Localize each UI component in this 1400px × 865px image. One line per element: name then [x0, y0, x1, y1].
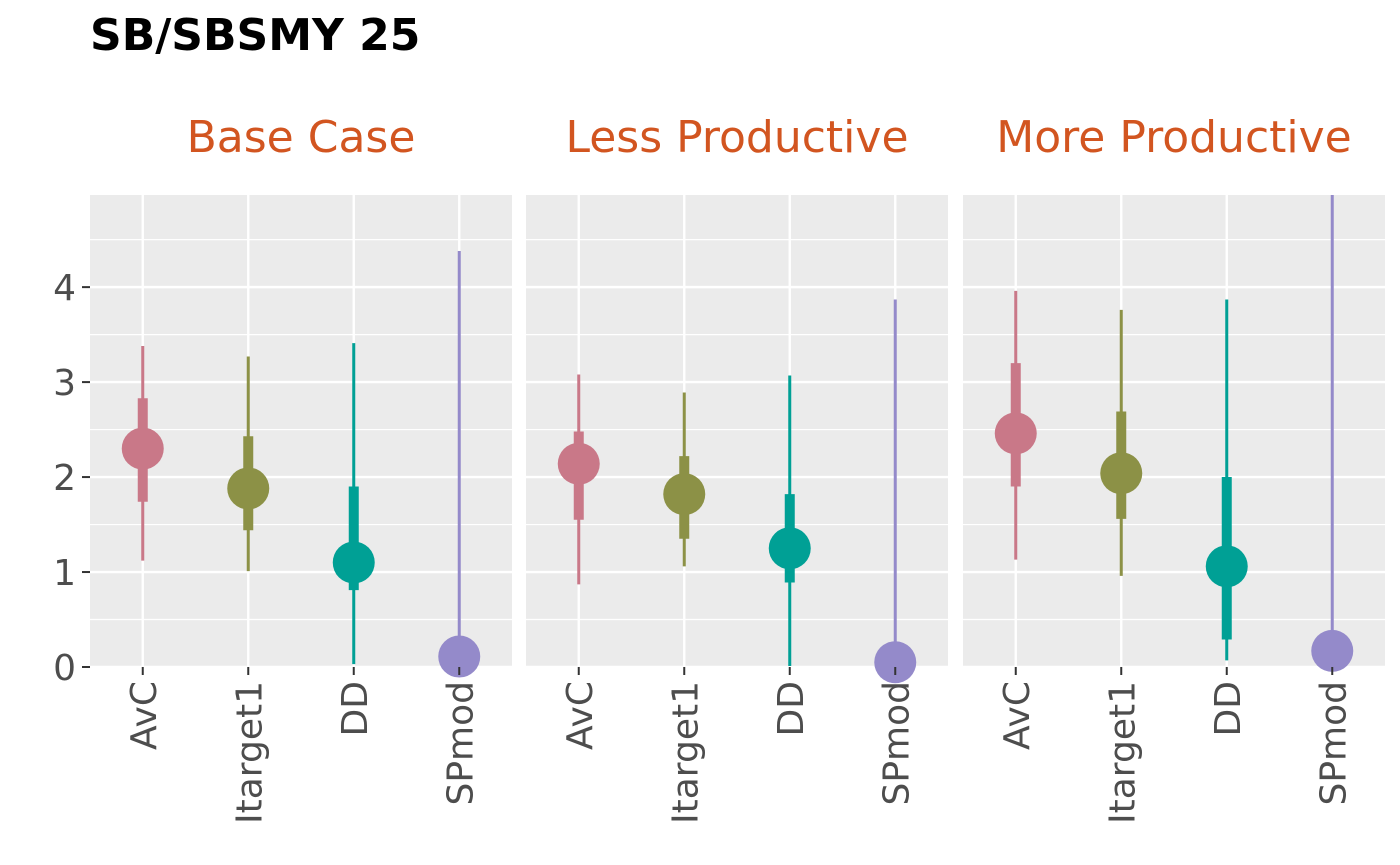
panel: Base Case AvC Itarget1 DD SPmod — [90, 112, 512, 824]
x-tick-label: Itarget1 — [1102, 681, 1143, 824]
x-tick-label: AvC — [560, 681, 601, 750]
median-point — [874, 641, 917, 684]
x-tick-label: Itarget1 — [665, 681, 706, 824]
panel-background — [90, 195, 512, 667]
facet-label: More Productive — [996, 112, 1351, 163]
x-tick-label: DD — [335, 681, 376, 736]
y-tick-label: 2 — [53, 458, 76, 499]
median-point — [1100, 452, 1143, 495]
median-point — [1205, 545, 1248, 588]
panel-marks — [137, 251, 465, 667]
median-point — [768, 527, 811, 570]
median-point — [121, 427, 164, 470]
x-tick-label: AvC — [997, 681, 1038, 750]
y-axis: 0 1 2 3 4 — [53, 268, 90, 689]
y-tick-label: 3 — [53, 363, 76, 404]
chart-title: SB/SBSMY 25 — [90, 10, 420, 61]
median-point — [227, 467, 270, 510]
y-tick-label: 4 — [53, 268, 76, 309]
x-tick-label: SPmod — [440, 681, 481, 806]
median-point — [994, 412, 1037, 455]
y-tick-label: 1 — [53, 553, 76, 594]
x-tick-label: SPmod — [876, 681, 917, 806]
x-tick-label: DD — [771, 681, 812, 736]
panel: More Productive AvC Itarget1 DD SPmod — [963, 112, 1385, 824]
panel-background — [526, 195, 948, 667]
median-point — [663, 473, 706, 516]
median-point — [332, 541, 375, 584]
median-point — [438, 635, 481, 678]
facet-label: Base Case — [187, 112, 416, 163]
x-tick-label: DD — [1208, 681, 1249, 736]
facet-label: Less Productive — [565, 112, 908, 163]
median-point — [557, 442, 600, 485]
x-tick-label: AvC — [124, 681, 165, 750]
y-tick-label: 0 — [53, 648, 76, 689]
panel: Less Productive AvC Itarget1 DD SPmod — [526, 112, 948, 824]
median-point — [1311, 629, 1354, 672]
x-tick-label: Itarget1 — [229, 681, 270, 824]
x-tick-label: SPmod — [1313, 681, 1354, 806]
